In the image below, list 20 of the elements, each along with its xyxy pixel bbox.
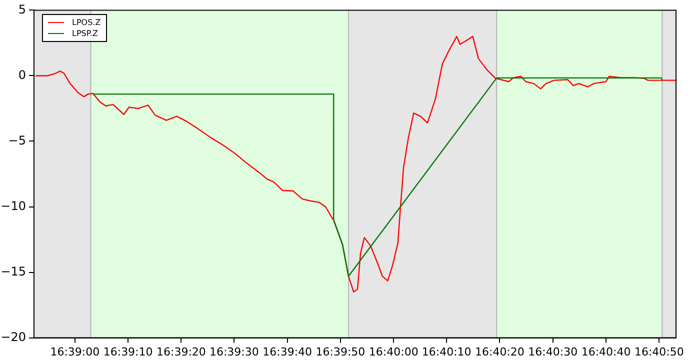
y-tick-label: −5 [8, 133, 26, 148]
y-tick-label: −10 [0, 198, 26, 213]
x-tick-label: 16:39:00 [50, 345, 100, 358]
x-tick-label: 16:39:10 [103, 345, 153, 358]
x-tick-label: 16:39:40 [262, 345, 312, 358]
legend-label: LPOS.Z [72, 18, 101, 27]
x-tick-label: 16:40:10 [422, 345, 472, 358]
x-tick-label: 16:40:30 [528, 345, 578, 358]
x-tick-label: 16:39:50 [316, 345, 366, 358]
y-tick-label: 5 [18, 2, 26, 16]
y-tick-label: −15 [0, 264, 26, 278]
x-tick-label: 16:39:20 [156, 345, 206, 358]
x-tick-label: 16:40:40 [581, 345, 631, 358]
x-tick-label: 16:40:20 [475, 345, 524, 358]
x-tick-label: 16:40:50 [634, 345, 684, 358]
legend-label: LPSP.Z [72, 29, 98, 38]
x-tick-label: 16:39:30 [209, 345, 259, 358]
y-tick-label: −20 [0, 330, 26, 344]
x-tick-label: 16:40:00 [368, 345, 418, 358]
y-tick-label: 0 [18, 68, 26, 82]
